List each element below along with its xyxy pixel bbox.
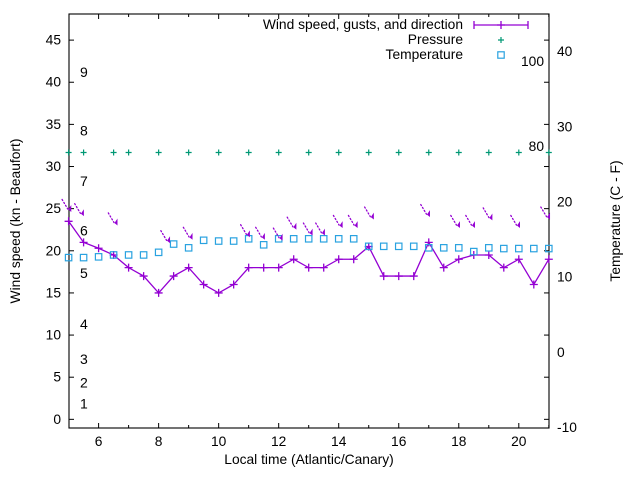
svg-text:1: 1 <box>80 395 88 411</box>
svg-text:35: 35 <box>46 117 62 132</box>
svg-text:9: 9 <box>80 64 88 80</box>
svg-text:30: 30 <box>46 159 62 174</box>
svg-text:5: 5 <box>53 370 61 385</box>
svg-text:8: 8 <box>155 434 163 449</box>
svg-text:0: 0 <box>53 412 61 427</box>
svg-text:20: 20 <box>46 243 62 258</box>
svg-text:40: 40 <box>46 75 62 90</box>
svg-text:Local time (Atlantic/Canary): Local time (Atlantic/Canary) <box>224 452 393 467</box>
svg-text:20: 20 <box>557 194 573 209</box>
svg-text:15: 15 <box>46 285 62 300</box>
svg-text:10: 10 <box>557 270 573 285</box>
svg-text:45: 45 <box>46 33 62 48</box>
svg-text:7: 7 <box>80 173 88 189</box>
svg-text:10: 10 <box>46 328 62 343</box>
svg-text:0: 0 <box>557 345 565 360</box>
svg-text:2: 2 <box>80 375 88 391</box>
svg-text:12: 12 <box>271 434 286 449</box>
svg-text:6: 6 <box>80 223 88 239</box>
svg-text:8: 8 <box>80 123 88 139</box>
svg-text:Temperature: Temperature <box>386 47 464 62</box>
svg-text:40: 40 <box>557 44 573 59</box>
svg-text:4: 4 <box>80 316 88 332</box>
svg-text:80: 80 <box>529 139 545 154</box>
svg-text:Wind speed, gusts, and directi: Wind speed, gusts, and direction <box>263 17 463 32</box>
svg-text:25: 25 <box>46 201 62 216</box>
svg-text:6: 6 <box>95 434 103 449</box>
svg-text:10: 10 <box>211 434 227 449</box>
svg-text:14: 14 <box>331 434 347 449</box>
svg-text:100: 100 <box>521 54 544 69</box>
svg-text:5: 5 <box>80 265 88 281</box>
svg-text:20: 20 <box>511 434 527 449</box>
svg-text:Temperature (C - F): Temperature (C - F) <box>608 160 623 281</box>
svg-text:30: 30 <box>557 119 573 134</box>
svg-text:3: 3 <box>80 351 88 367</box>
svg-text:-10: -10 <box>557 420 577 435</box>
svg-text:Pressure: Pressure <box>408 32 464 47</box>
svg-text:18: 18 <box>451 434 467 449</box>
svg-text:Wind speed (kn - Beaufort): Wind speed (kn - Beaufort) <box>8 139 23 304</box>
svg-text:16: 16 <box>391 434 407 449</box>
